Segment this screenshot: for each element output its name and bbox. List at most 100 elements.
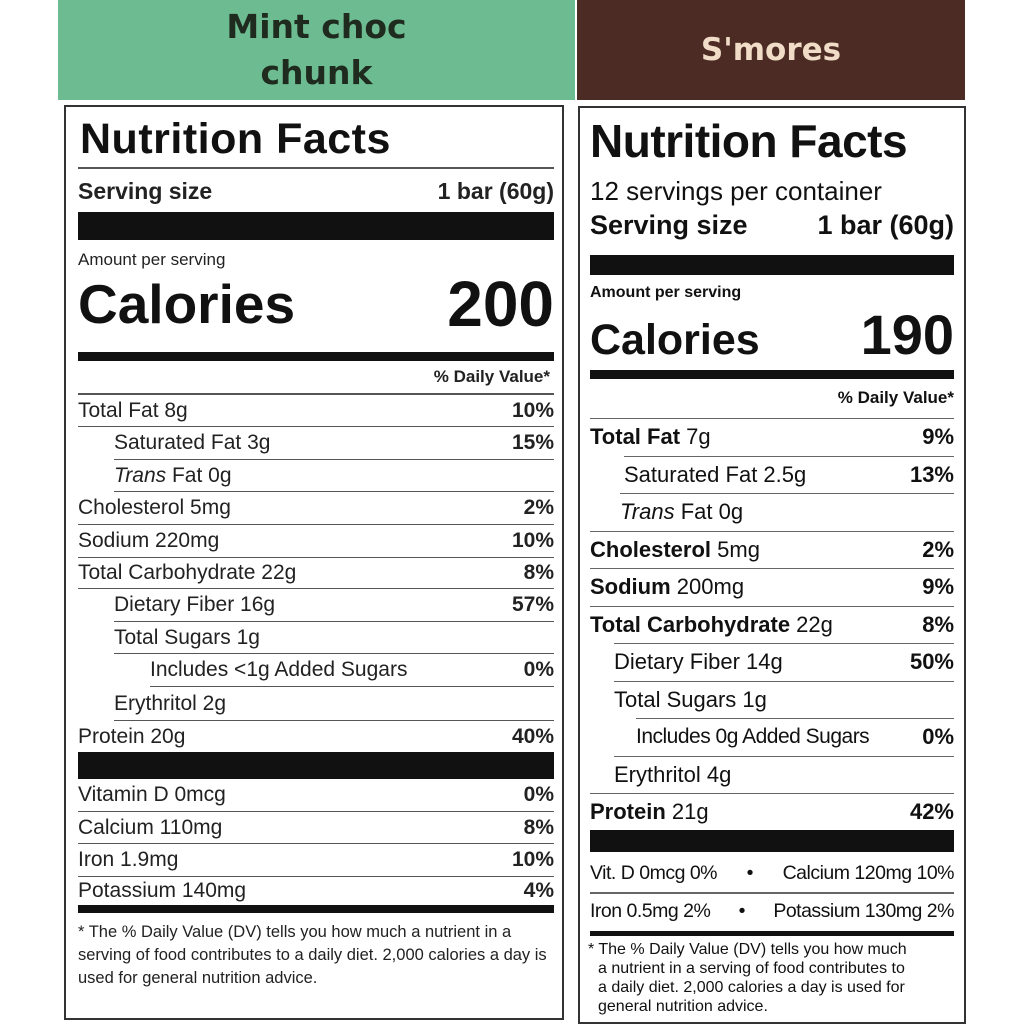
nutrient-label: Sodium 220mg xyxy=(78,529,220,552)
nutrient-row: Includes 0g Added Sugars 0% xyxy=(636,718,954,756)
calories-row: Calories 200 xyxy=(78,269,554,339)
nutrient-row: Includes <1g Added Sugars 0% xyxy=(150,654,554,687)
vitamin-row: Potassium 140mg 4% xyxy=(78,877,554,905)
calories-label: Calories xyxy=(590,316,760,364)
nutrient-amount: 21g xyxy=(665,799,709,825)
nutrient-dv: 13% xyxy=(909,461,954,487)
serving-size-row: Serving size 1 bar (60g) xyxy=(590,210,954,241)
vitamin-row: Iron 0.5mg 2% • Potassium 130mg 2% xyxy=(590,892,954,930)
trans-italic: Trans xyxy=(114,463,167,487)
nutrient-row: Saturated Fat 2.5g 13% xyxy=(624,455,954,494)
nutrient-row: Trans Fat 0g xyxy=(620,493,954,531)
nutrient-amount: 5mg xyxy=(711,536,760,562)
vitamin-dv: 10% xyxy=(511,848,554,871)
nutrient-row: Sodium 200mg 9% xyxy=(590,568,954,606)
nutrient-dv: 40% xyxy=(511,725,554,748)
nutrient-dv: 15% xyxy=(511,431,554,454)
nutrient-label: Protein 21g xyxy=(590,799,709,825)
divider xyxy=(78,393,554,395)
smores-nutrition-label: Nutrition Facts 12 servings per containe… xyxy=(578,106,966,1024)
nutrient-dv: 10% xyxy=(511,398,554,422)
daily-value-header: % Daily Value* xyxy=(433,367,550,386)
vitamin-right: Potassium 130mg 2% xyxy=(773,899,954,922)
nutrient-row: Erythritol 2g xyxy=(114,687,554,721)
nutrient-label: Total Carbohydrate 22g xyxy=(590,612,833,638)
nutrient-label: Total Fat 8g xyxy=(78,398,188,422)
nutrient-label: Total Sugars 1g xyxy=(114,625,260,649)
nutrient-label: Erythritol 2g xyxy=(114,691,227,715)
calories-row: Calories 190 xyxy=(590,302,954,367)
mint-nutrition-label: Nutrition Facts Serving size 1 bar (60g)… xyxy=(64,105,564,1020)
bullet: • xyxy=(738,899,746,922)
footnote-line: a daily diet. 2,000 calories a day is us… xyxy=(598,979,905,996)
nutrient-row: Dietary Fiber 14g 50% xyxy=(614,643,954,681)
vitamin-dv: 8% xyxy=(523,815,554,839)
nutrient-row: Erythritol 4g xyxy=(614,755,954,794)
vitamin-row: Vit. D 0mcg 0% • Calcium 120mg 10% xyxy=(590,854,955,892)
nutrient-row: Cholesterol 5mg 2% xyxy=(78,492,554,525)
amount-per-serving: Amount per serving xyxy=(590,284,742,301)
trans-italic: Trans xyxy=(620,499,675,525)
divider xyxy=(590,892,954,894)
nutrient-name: Protein xyxy=(590,799,666,825)
nutrient-dv: 8% xyxy=(523,561,554,584)
nutrient-amount: Fat 0g xyxy=(674,499,744,525)
nutrient-amount: 22g xyxy=(790,611,833,637)
nutrient-row: Total Fat 8g 10% xyxy=(78,395,554,427)
nutrient-label: Trans Fat 0g xyxy=(114,464,232,488)
nutrient-amount: Total Sugars 1g xyxy=(614,686,767,712)
vitamin-row: Vitamin D 0mcg 0% xyxy=(78,779,554,812)
nutrient-label: Cholesterol 5mg xyxy=(590,537,760,563)
thick-divider xyxy=(78,752,554,779)
nutrient-row: Total Carbohydrate 22g 8% xyxy=(590,605,954,644)
footnote-line: general nutrition advice. xyxy=(598,998,768,1015)
serving-size-value: 1 bar (60g) xyxy=(437,177,554,204)
nutrient-dv: 57% xyxy=(511,593,554,616)
amount-per-serving: Amount per serving xyxy=(78,250,226,269)
nutrient-row: Total Sugars 1g xyxy=(114,622,554,654)
nutrient-amount: Erythritol 4g xyxy=(614,761,732,787)
nutrient-row: Cholesterol 5mg 2% xyxy=(590,530,954,569)
nutrient-dv: 8% xyxy=(922,611,954,637)
nutrient-label: Protein 20g xyxy=(78,725,186,748)
nutrient-dv: 0% xyxy=(523,658,554,681)
nutrient-amount: 200mg xyxy=(670,574,745,600)
footnote: * The % Daily Value (DV) tells you how m… xyxy=(78,923,547,987)
nutrient-dv: 10% xyxy=(511,529,554,552)
nutrient-dv: 9% xyxy=(922,574,954,600)
nutrient-row: Sodium 220mg 10% xyxy=(78,525,554,558)
nutrient-row: Protein 21g 42% xyxy=(590,793,954,831)
footnote: * The % Daily Value (DV) tells you how m… xyxy=(588,940,958,1016)
nutrient-label: Cholesterol 5mg xyxy=(78,496,231,519)
nutrient-dv: 0% xyxy=(922,724,954,750)
medium-divider xyxy=(590,931,954,936)
nutrient-row: Trans Fat 0g xyxy=(114,460,554,492)
nutrient-amount: Includes 0g Added Sugars xyxy=(636,725,870,749)
nutrient-label: Trans Fat 0g xyxy=(620,499,743,525)
vitamin-label: Vitamin D 0mcg xyxy=(78,783,226,806)
nutrient-label: Total Fat 7g xyxy=(590,424,711,450)
serving-size-label: Serving size xyxy=(590,210,748,240)
footnote-line: * The % Daily Value (DV) tells you how m… xyxy=(588,941,907,958)
mint-choc-chunk-header: Mint choc chunk xyxy=(58,0,575,100)
vitamin-right: Calcium 120mg 10% xyxy=(782,861,955,884)
nutrient-row: Dietary Fiber 16g 57% xyxy=(114,589,554,622)
nutrient-name: Total Carbohydrate xyxy=(590,611,791,637)
nutrient-name: Sodium xyxy=(590,574,671,600)
label-title: Nutrition Facts xyxy=(590,115,908,167)
nutrient-label: Saturated Fat 3g xyxy=(114,431,271,454)
nutrient-amount: 7g xyxy=(680,424,711,450)
calories-value: 190 xyxy=(860,303,954,366)
vitamin-row: Iron 1.9mg 10% xyxy=(78,844,554,877)
thick-divider xyxy=(78,212,554,240)
nutrient-dv: 2% xyxy=(523,496,554,519)
vitamin-dv: 0% xyxy=(523,783,554,806)
thick-divider xyxy=(590,830,954,852)
nutrient-row: Total Sugars 1g xyxy=(614,680,954,719)
vitamin-label: Iron 1.9mg xyxy=(78,848,179,871)
medium-divider xyxy=(78,905,554,913)
serving-size-label: Serving size xyxy=(78,177,213,204)
divider xyxy=(78,167,554,169)
thick-divider xyxy=(590,255,954,275)
vitamin-row: Calcium 110mg 8% xyxy=(78,812,554,844)
